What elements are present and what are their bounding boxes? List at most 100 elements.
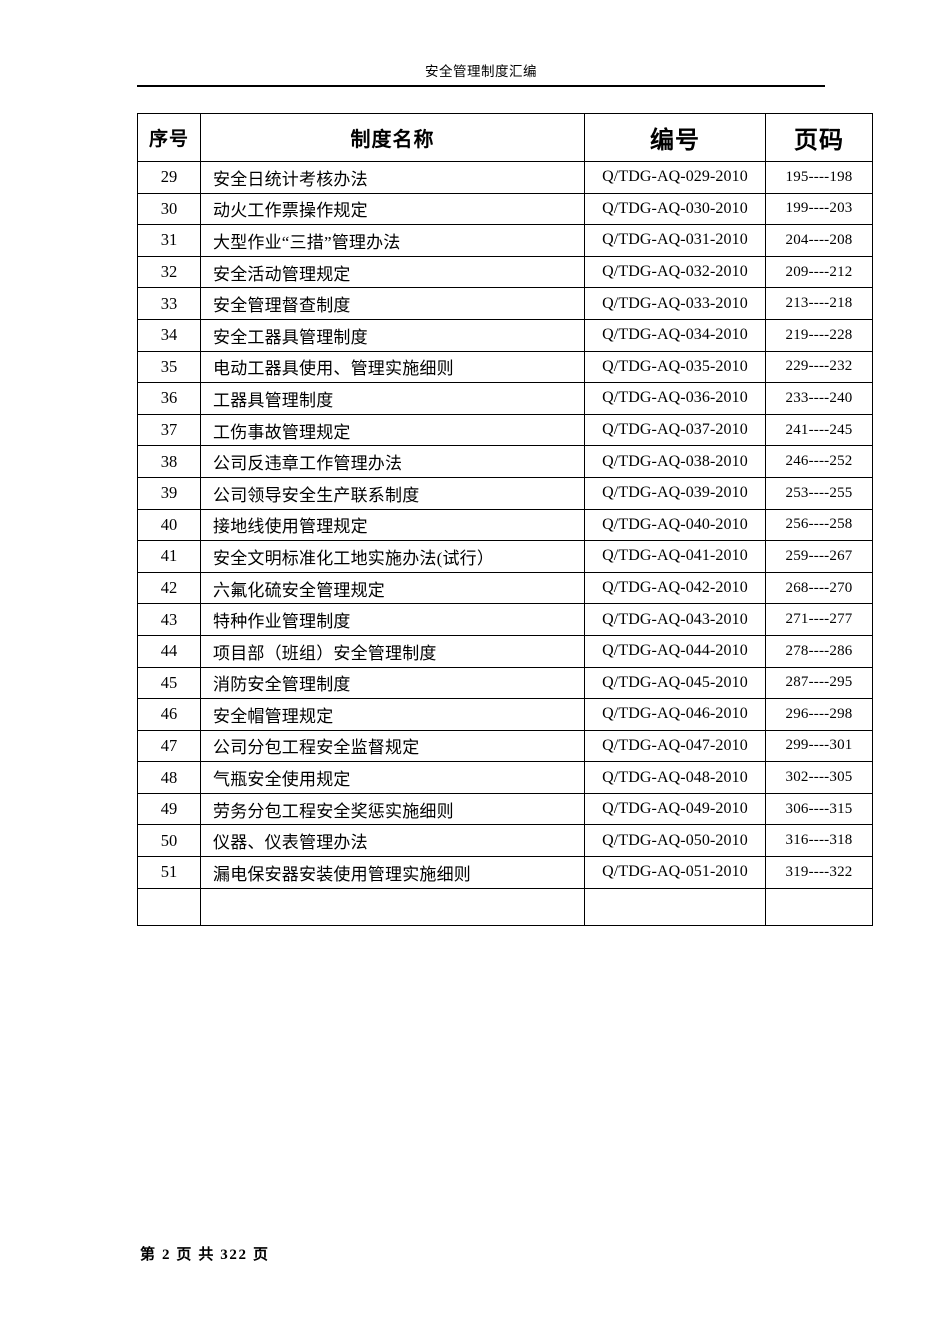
cell-name: 特种作业管理制度 — [200, 603, 585, 636]
cell-pages: 278----286 — [765, 634, 873, 668]
cell-code: Q/TDG-AQ-043-2010 — [584, 603, 766, 636]
table-row[interactable]: 37 工伤事故管理规定 Q/TDG-AQ-037-2010 241----245 — [137, 413, 873, 447]
column-header-pages: 页码 — [765, 113, 873, 162]
cell-pages: 299----301 — [765, 729, 873, 763]
table-row[interactable]: 33 安全管理督查制度 Q/TDG-AQ-033-2010 213----218 — [137, 287, 873, 320]
cell-name: 劳务分包工程安全奖惩实施细则 — [200, 792, 585, 826]
cell-pages: 246----252 — [765, 445, 873, 478]
cell-code: Q/TDG-AQ-051-2010 — [584, 856, 766, 889]
cell-name: 公司反违章工作管理办法 — [200, 445, 585, 478]
table-row[interactable]: 35 电动工器具使用、管理实施细则 Q/TDG-AQ-035-2010 229----… — [137, 350, 873, 384]
cell-index: 47 — [137, 729, 201, 763]
table-row[interactable]: 51 漏电保安器安装使用管理实施细则 Q/TDG-AQ-051-2010 319---… — [137, 856, 873, 889]
cell-index: 32 — [137, 255, 201, 289]
cell-pages: 271----277 — [765, 603, 873, 636]
cell-name: 大型作业“三措”管理办法 — [200, 224, 585, 257]
table-row[interactable]: 43 特种作业管理制度 Q/TDG-AQ-043-2010 271----277 — [137, 603, 873, 636]
cell-name: 项目部（班组）安全管理制度 — [200, 634, 585, 668]
column-header-index: 序号 — [137, 113, 201, 162]
cell-code: Q/TDG-AQ-036-2010 — [584, 382, 766, 415]
cell-code: Q/TDG-AQ-037-2010 — [584, 413, 766, 447]
cell-index: 50 — [137, 824, 201, 858]
cell-name: 消防安全管理制度 — [200, 666, 585, 700]
cell-pages: 199----203 — [765, 192, 873, 226]
cell-index: 46 — [137, 698, 201, 731]
cell-pages: 316----318 — [765, 824, 873, 858]
cell-name: 安全文明标准化工地实施办法(试行） — [200, 540, 585, 573]
table-row[interactable]: 46 安全帽管理规定 Q/TDG-AQ-046-2010 296----298 — [137, 698, 873, 731]
cell-index: 51 — [137, 856, 201, 889]
cell-index: 34 — [137, 318, 201, 352]
cell-name: 气瓶安全使用规定 — [200, 761, 585, 794]
cell-pages: 306----315 — [765, 792, 873, 826]
cell-pages: 229----232 — [765, 350, 873, 384]
cell-name: 仪器、仪表管理办法 — [200, 824, 585, 858]
cell-name: 公司分包工程安全监督规定 — [200, 729, 585, 763]
table-row[interactable]: 48 气瓶安全使用规定 Q/TDG-AQ-048-2010 302----305 — [137, 761, 873, 794]
cell-name: 漏电保安器安装使用管理实施细则 — [200, 856, 585, 889]
cell-index: 36 — [137, 382, 201, 415]
table-row[interactable]: 42 六氟化硫安全管理规定 Q/TDG-AQ-042-2010 268----270 — [137, 571, 873, 605]
table-row[interactable]: 34 安全工器具管理制度 Q/TDG-AQ-034-2010 219----228 — [137, 318, 873, 352]
cell-index: 42 — [137, 571, 201, 605]
cell-pages: 195----198 — [765, 161, 873, 194]
cell-pages: 233----240 — [765, 382, 873, 415]
table-row[interactable]: 39 公司领导安全生产联系制度 Q/TDG-AQ-039-2010 253----25… — [137, 476, 873, 510]
cell-code: Q/TDG-AQ-038-2010 — [584, 445, 766, 478]
table-row[interactable]: 40 接地线使用管理规定 Q/TDG-AQ-040-2010 256----258 — [137, 508, 873, 542]
cell-code: Q/TDG-AQ-030-2010 — [584, 192, 766, 226]
cell-pages: 256----258 — [765, 508, 873, 542]
cell-code: Q/TDG-AQ-032-2010 — [584, 255, 766, 289]
cell-code: Q/TDG-AQ-050-2010 — [584, 824, 766, 858]
table-row[interactable]: 29 安全日统计考核办法 Q/TDG-AQ-029-2010 195----198 — [137, 161, 873, 194]
cell-name: 安全工器具管理制度 — [200, 318, 585, 352]
cell-name: 接地线使用管理规定 — [200, 508, 585, 542]
table-row[interactable]: 49 劳务分包工程安全奖惩实施细则 Q/TDG-AQ-049-2010 306----… — [137, 792, 873, 826]
cell-name: 安全管理督查制度 — [200, 287, 585, 320]
cell-index: 43 — [137, 603, 201, 636]
cell-index: 39 — [137, 476, 201, 510]
table-row[interactable]: 31 大型作业“三措”管理办法 Q/TDG-AQ-031-2010 204----20… — [137, 224, 873, 257]
cell-pages — [765, 887, 873, 926]
cell-index: 41 — [137, 540, 201, 573]
cell-index: 40 — [137, 508, 201, 542]
page-number-footer: 第 2 页 共 322 页 — [140, 1247, 270, 1263]
cell-index: 30 — [137, 192, 201, 226]
cell-pages: 319----322 — [765, 856, 873, 889]
cell-name: 安全活动管理规定 — [200, 255, 585, 289]
cell-name: 工伤事故管理规定 — [200, 413, 585, 447]
table-row[interactable]: 44 项目部（班组）安全管理制度 Q/TDG-AQ-044-2010 278----2… — [137, 634, 873, 668]
cell-pages: 302----305 — [765, 761, 873, 794]
table-row[interactable]: 32 安全活动管理规定 Q/TDG-AQ-032-2010 209----212 — [137, 255, 873, 289]
cell-name: 工器具管理制度 — [200, 382, 585, 415]
table-row[interactable]: 36 工器具管理制度 Q/TDG-AQ-036-2010 233----240 — [137, 382, 873, 415]
cell-index: 37 — [137, 413, 201, 447]
cell-pages: 209----212 — [765, 255, 873, 289]
cell-code: Q/TDG-AQ-042-2010 — [584, 571, 766, 605]
cell-code — [584, 887, 766, 926]
running-header-title: 安全管理制度汇编 — [425, 64, 537, 79]
table-row[interactable]: 50 仪器、仪表管理办法 Q/TDG-AQ-050-2010 316----318 — [137, 824, 873, 858]
cell-code: Q/TDG-AQ-047-2010 — [584, 729, 766, 763]
table-row[interactable]: 47 公司分包工程安全监督规定 Q/TDG-AQ-047-2010 299----30… — [137, 729, 873, 763]
cell-name: 公司领导安全生产联系制度 — [200, 476, 585, 510]
table-row[interactable]: 30 动火工作票操作规定 Q/TDG-AQ-030-2010 199----203 — [137, 192, 873, 226]
cell-code: Q/TDG-AQ-039-2010 — [584, 476, 766, 510]
cell-code: Q/TDG-AQ-029-2010 — [584, 161, 766, 194]
cell-name: 电动工器具使用、管理实施细则 — [200, 350, 585, 384]
table-row[interactable]: 45 消防安全管理制度 Q/TDG-AQ-045-2010 287----295 — [137, 666, 873, 700]
cell-code: Q/TDG-AQ-046-2010 — [584, 698, 766, 731]
cell-index — [137, 887, 201, 926]
table-row[interactable]: 41 安全文明标准化工地实施办法(试行） Q/TDG-AQ-041-2010 259-… — [137, 540, 873, 573]
table-body: 29 安全日统计考核办法 Q/TDG-AQ-029-2010 195----198 30… — [137, 161, 873, 926]
table-row[interactable]: 38 公司反违章工作管理办法 Q/TDG-AQ-038-2010 246----252 — [137, 445, 873, 478]
cell-pages: 268----270 — [765, 571, 873, 605]
cell-name: 安全帽管理规定 — [200, 698, 585, 731]
cell-index: 48 — [137, 761, 201, 794]
cell-code: Q/TDG-AQ-044-2010 — [584, 634, 766, 668]
cell-code: Q/TDG-AQ-045-2010 — [584, 666, 766, 700]
cell-index: 29 — [137, 161, 201, 194]
cell-pages: 204----208 — [765, 224, 873, 257]
cell-pages: 219----228 — [765, 318, 873, 352]
